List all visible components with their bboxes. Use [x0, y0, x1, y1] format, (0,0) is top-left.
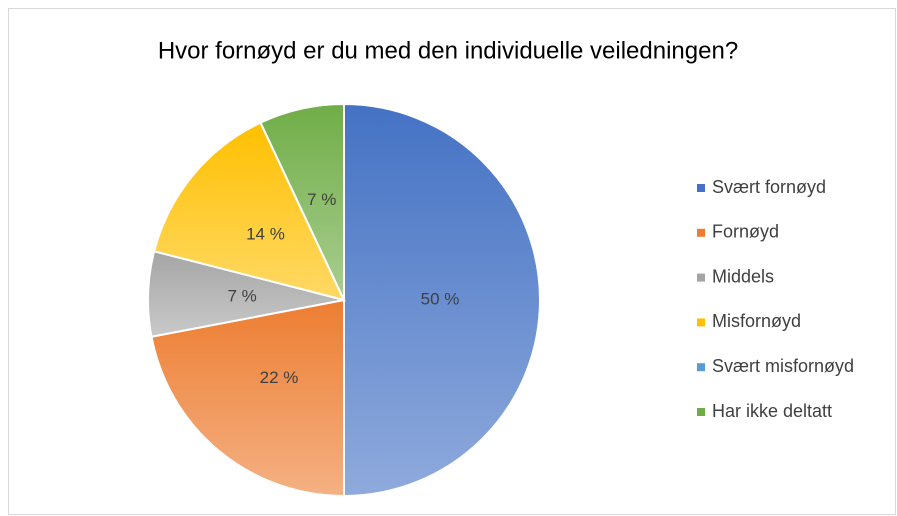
legend-label: Svært misfornøyd	[712, 356, 854, 376]
legend-marker	[697, 363, 705, 372]
legend-label: Misfornøyd	[712, 311, 801, 331]
data-label: 14 %	[246, 225, 285, 244]
legend-marker	[697, 228, 705, 237]
pie-slice	[343, 102, 541, 498]
legend-label: Fornøyd	[712, 222, 779, 242]
legend-marker	[697, 184, 705, 192]
legend-label: Svært fornøyd	[712, 177, 826, 197]
pie-slice	[259, 102, 345, 301]
data-label: 22 %	[260, 368, 299, 387]
legend-label: Middels	[712, 266, 774, 286]
legend-label: Har ikke deltatt	[712, 401, 832, 421]
pie-slice	[152, 121, 346, 302]
chart-title: Hvor fornøyd er du med den individuelle …	[158, 37, 738, 64]
data-label: 50 %	[421, 289, 460, 308]
legend-marker	[697, 318, 705, 327]
data-label: 7 %	[227, 286, 256, 305]
legend-marker	[697, 408, 705, 416]
legend-marker	[697, 273, 705, 282]
data-label: 7 %	[307, 190, 336, 209]
pie-slice	[150, 298, 345, 498]
